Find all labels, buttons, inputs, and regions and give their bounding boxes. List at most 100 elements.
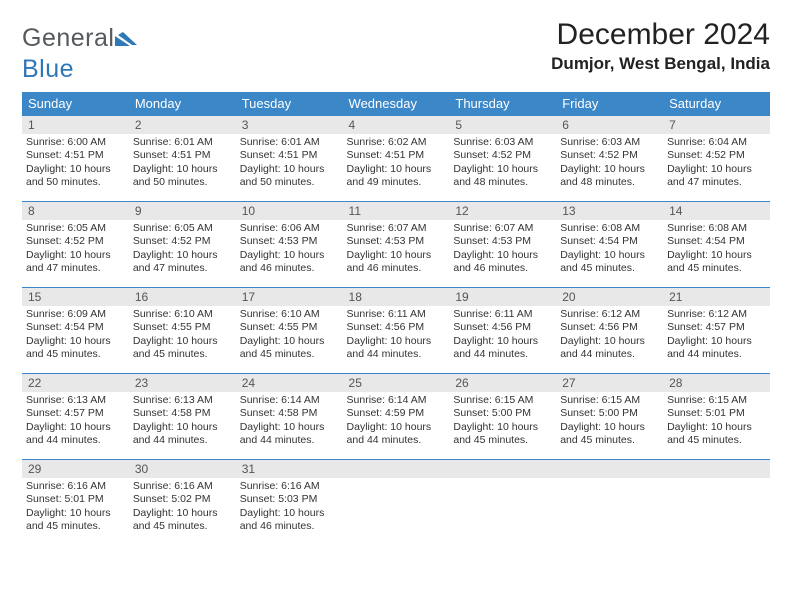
day-details: Sunrise: 6:10 AMSunset: 4:55 PMDaylight:…: [236, 306, 343, 364]
daylight-line: Daylight: 10 hours and 46 minutes.: [347, 249, 446, 276]
daylight-line: Daylight: 10 hours and 45 minutes.: [133, 335, 232, 362]
day-details: Sunrise: 6:16 AMSunset: 5:03 PMDaylight:…: [236, 478, 343, 536]
sunset-line: Sunset: 4:52 PM: [560, 149, 659, 162]
calendar-cell: 7Sunrise: 6:04 AMSunset: 4:52 PMDaylight…: [663, 116, 770, 202]
sunrise-line: Sunrise: 6:11 AM: [347, 308, 446, 321]
daylight-line: Daylight: 10 hours and 50 minutes.: [240, 163, 339, 190]
day-number: 1: [22, 116, 129, 134]
day-number: 17: [236, 288, 343, 306]
calendar-cell: 21Sunrise: 6:12 AMSunset: 4:57 PMDayligh…: [663, 288, 770, 374]
day-number: 18: [343, 288, 450, 306]
calendar-cell: 18Sunrise: 6:11 AMSunset: 4:56 PMDayligh…: [343, 288, 450, 374]
day-number: 14: [663, 202, 770, 220]
calendar-cell: 25Sunrise: 6:14 AMSunset: 4:59 PMDayligh…: [343, 374, 450, 460]
weekday-header: Friday: [556, 92, 663, 116]
weekday-header: Monday: [129, 92, 236, 116]
daylight-line: Daylight: 10 hours and 47 minutes.: [667, 163, 766, 190]
calendar-cell: 5Sunrise: 6:03 AMSunset: 4:52 PMDaylight…: [449, 116, 556, 202]
calendar-cell: 20Sunrise: 6:12 AMSunset: 4:56 PMDayligh…: [556, 288, 663, 374]
day-details: Sunrise: 6:16 AMSunset: 5:02 PMDaylight:…: [129, 478, 236, 536]
daylight-line: Daylight: 10 hours and 45 minutes.: [453, 421, 552, 448]
sunrise-line: Sunrise: 6:01 AM: [133, 136, 232, 149]
weekday-header: Sunday: [22, 92, 129, 116]
day-number: [556, 460, 663, 478]
calendar-cell: 15Sunrise: 6:09 AMSunset: 4:54 PMDayligh…: [22, 288, 129, 374]
calendar-cell: 16Sunrise: 6:10 AMSunset: 4:55 PMDayligh…: [129, 288, 236, 374]
day-details: Sunrise: 6:07 AMSunset: 4:53 PMDaylight:…: [343, 220, 450, 278]
calendar-cell: [343, 460, 450, 546]
day-details: Sunrise: 6:05 AMSunset: 4:52 PMDaylight:…: [129, 220, 236, 278]
day-number: 31: [236, 460, 343, 478]
day-details: Sunrise: 6:15 AMSunset: 5:00 PMDaylight:…: [556, 392, 663, 450]
daylight-line: Daylight: 10 hours and 50 minutes.: [26, 163, 125, 190]
calendar-cell: 11Sunrise: 6:07 AMSunset: 4:53 PMDayligh…: [343, 202, 450, 288]
sunrise-line: Sunrise: 6:05 AM: [26, 222, 125, 235]
calendar-cell: 26Sunrise: 6:15 AMSunset: 5:00 PMDayligh…: [449, 374, 556, 460]
calendar-cell: 31Sunrise: 6:16 AMSunset: 5:03 PMDayligh…: [236, 460, 343, 546]
day-number: 4: [343, 116, 450, 134]
daylight-line: Daylight: 10 hours and 44 minutes.: [560, 335, 659, 362]
day-details: Sunrise: 6:12 AMSunset: 4:57 PMDaylight:…: [663, 306, 770, 364]
sunset-line: Sunset: 4:58 PM: [240, 407, 339, 420]
day-number: 23: [129, 374, 236, 392]
calendar-cell: 29Sunrise: 6:16 AMSunset: 5:01 PMDayligh…: [22, 460, 129, 546]
daylight-line: Daylight: 10 hours and 45 minutes.: [560, 421, 659, 448]
calendar-cell: 3Sunrise: 6:01 AMSunset: 4:51 PMDaylight…: [236, 116, 343, 202]
sunset-line: Sunset: 4:51 PM: [347, 149, 446, 162]
day-number: 29: [22, 460, 129, 478]
day-details: Sunrise: 6:04 AMSunset: 4:52 PMDaylight:…: [663, 134, 770, 192]
calendar-cell: 1Sunrise: 6:00 AMSunset: 4:51 PMDaylight…: [22, 116, 129, 202]
daylight-line: Daylight: 10 hours and 44 minutes.: [26, 421, 125, 448]
sunset-line: Sunset: 4:54 PM: [667, 235, 766, 248]
sunset-line: Sunset: 4:53 PM: [453, 235, 552, 248]
sunrise-line: Sunrise: 6:08 AM: [667, 222, 766, 235]
daylight-line: Daylight: 10 hours and 50 minutes.: [133, 163, 232, 190]
sunset-line: Sunset: 5:01 PM: [667, 407, 766, 420]
calendar-cell: 4Sunrise: 6:02 AMSunset: 4:51 PMDaylight…: [343, 116, 450, 202]
day-details: Sunrise: 6:15 AMSunset: 5:01 PMDaylight:…: [663, 392, 770, 450]
daylight-line: Daylight: 10 hours and 45 minutes.: [240, 335, 339, 362]
brand-text-a: General: [22, 24, 114, 52]
day-details: Sunrise: 6:05 AMSunset: 4:52 PMDaylight:…: [22, 220, 129, 278]
sunrise-line: Sunrise: 6:14 AM: [240, 394, 339, 407]
sunrise-line: Sunrise: 6:13 AM: [133, 394, 232, 407]
calendar-cell: 19Sunrise: 6:11 AMSunset: 4:56 PMDayligh…: [449, 288, 556, 374]
daylight-line: Daylight: 10 hours and 44 minutes.: [240, 421, 339, 448]
sunset-line: Sunset: 4:56 PM: [453, 321, 552, 334]
day-details: Sunrise: 6:02 AMSunset: 4:51 PMDaylight:…: [343, 134, 450, 192]
sunrise-line: Sunrise: 6:06 AM: [240, 222, 339, 235]
calendar-body: 1 Sunrise: 6:00 AM Sunset: 4:51 PM Daylight…: [22, 116, 770, 546]
day-details: Sunrise: 6:03 AMSunset: 4:52 PMDaylight:…: [449, 134, 556, 192]
weekday-header: Thursday: [449, 92, 556, 116]
daylight-line: Daylight: 10 hours and 44 minutes.: [667, 335, 766, 362]
sunset-line: Sunset: 5:02 PM: [133, 493, 232, 506]
sunrise-line: Sunrise: 6:00 AM: [26, 136, 125, 149]
sunrise-line: Sunrise: 6:14 AM: [347, 394, 446, 407]
day-details: Sunrise: 6:01 AMSunset: 4:51 PMDaylight:…: [236, 134, 343, 192]
sunrise-line: Sunrise: 6:10 AM: [240, 308, 339, 321]
title-block: December 2024 Dumjor, West Bengal, India: [551, 18, 770, 74]
calendar-week-row: 29Sunrise: 6:16 AMSunset: 5:01 PMDayligh…: [22, 460, 770, 546]
day-details: Sunrise: 6:16 AMSunset: 5:01 PMDaylight:…: [22, 478, 129, 536]
header: General Blue December 2024 Dumjor, West …: [22, 18, 770, 84]
daylight-line: Daylight: 10 hours and 45 minutes.: [667, 421, 766, 448]
daylight-line: Daylight: 10 hours and 44 minutes.: [347, 335, 446, 362]
sunset-line: Sunset: 4:53 PM: [240, 235, 339, 248]
day-number: 22: [22, 374, 129, 392]
day-details: Sunrise: 6:07 AMSunset: 4:53 PMDaylight:…: [449, 220, 556, 278]
calendar-week-row: 8Sunrise: 6:05 AMSunset: 4:52 PMDaylight…: [22, 202, 770, 288]
daylight-line: Daylight: 10 hours and 47 minutes.: [133, 249, 232, 276]
calendar-cell: 28Sunrise: 6:15 AMSunset: 5:01 PMDayligh…: [663, 374, 770, 460]
calendar-cell: 27Sunrise: 6:15 AMSunset: 5:00 PMDayligh…: [556, 374, 663, 460]
daylight-line: Daylight: 10 hours and 45 minutes.: [133, 507, 232, 534]
sunrise-line: Sunrise: 6:03 AM: [453, 136, 552, 149]
sunrise-line: Sunrise: 6:15 AM: [453, 394, 552, 407]
day-number: 25: [343, 374, 450, 392]
daylight-line: Daylight: 10 hours and 46 minutes.: [240, 507, 339, 534]
calendar-head: SundayMondayTuesdayWednesdayThursdayFrid…: [22, 92, 770, 116]
sunrise-line: Sunrise: 6:03 AM: [560, 136, 659, 149]
sunrise-line: Sunrise: 6:16 AM: [133, 480, 232, 493]
calendar-cell: 14Sunrise: 6:08 AMSunset: 4:54 PMDayligh…: [663, 202, 770, 288]
calendar-cell: 12Sunrise: 6:07 AMSunset: 4:53 PMDayligh…: [449, 202, 556, 288]
sunrise-line: Sunrise: 6:10 AM: [133, 308, 232, 321]
